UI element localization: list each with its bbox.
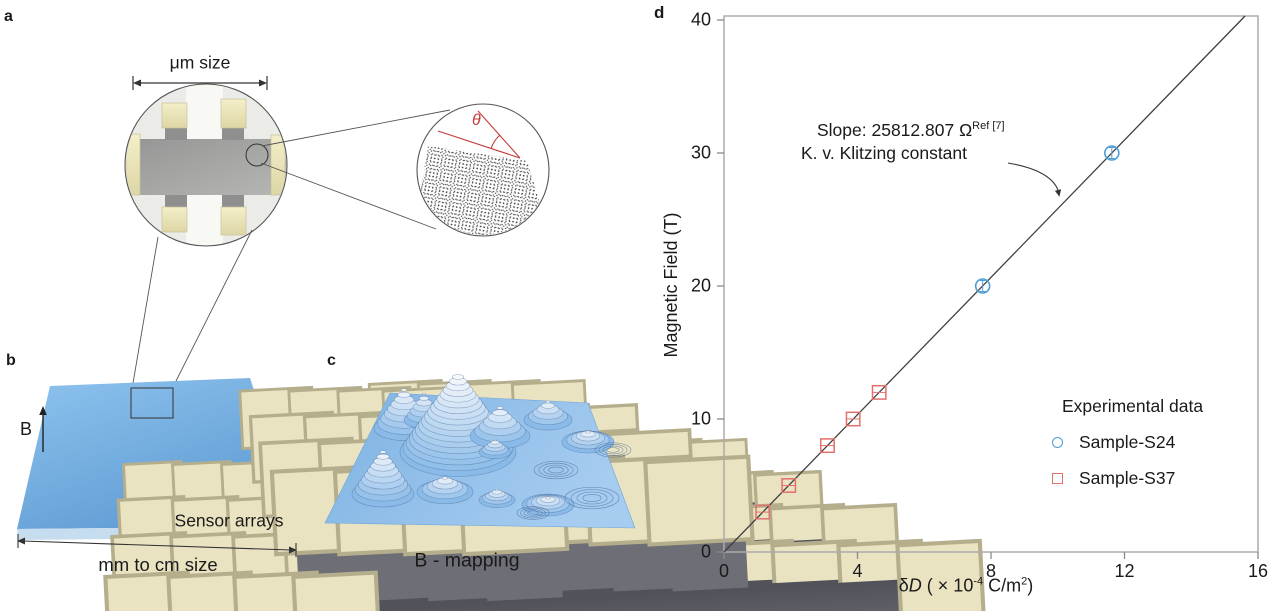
data-point-sample-s37 [871, 384, 887, 400]
y-tick-label: 30 [690, 142, 711, 163]
hall-bar-channel [126, 139, 286, 195]
legend-title: Experimental data [1062, 396, 1204, 416]
panel-b-label: b [6, 352, 16, 369]
legend-item-label: Sample-S37 [1079, 467, 1176, 488]
data-point-sample-s24 [1104, 145, 1120, 161]
panel-d-chart [717, 15, 1259, 559]
data-point-sample-s37 [781, 478, 797, 493]
slope-annotation: Slope: 25812.807 ΩRef [7] K. v. Klitzing… [801, 119, 1005, 163]
zoom-region-circle [245, 143, 269, 167]
b-field-label: B [20, 419, 33, 439]
y-tick-label: 40 [690, 9, 711, 30]
legend-item: Sample-S37 [1052, 467, 1203, 489]
data-point-sample-s37 [820, 438, 835, 454]
fit-line [723, 15, 1246, 553]
highlighted-sensor-outline [130, 387, 174, 419]
data-point-sample-s37 [845, 411, 861, 427]
data-point-sample-s37 [755, 504, 771, 520]
sensor-arrays-label: Sensor arrays [174, 510, 284, 531]
panel-d-label: d [654, 3, 665, 22]
panel-a-device-illustration [124, 76, 550, 247]
um-size-label: μm size [169, 52, 231, 73]
b-mapping-caption: B - mapping [414, 549, 520, 572]
x-tick-label: 0 [718, 561, 730, 581]
y-tick-label: 10 [690, 408, 711, 429]
y-tick-label: 20 [690, 275, 711, 296]
legend-marker-square [1052, 472, 1063, 484]
legend-item-label: Sample-S24 [1079, 431, 1176, 452]
annotation-arrow [1007, 162, 1062, 197]
panel-c-b-mapping-illustration [324, 374, 636, 529]
twist-angle-label: θ [472, 112, 481, 129]
panel-b-sensor-array-illustration [17, 372, 994, 611]
y-tick-label: 0 [700, 541, 711, 562]
b-field-arrow [39, 406, 47, 452]
moire-lattice [418, 146, 548, 235]
x-tick-label: 4 [852, 561, 863, 581]
twist-angle-annotation [437, 110, 521, 159]
x-axis-label: δD ( × 10-4 C/m2) [898, 575, 1034, 596]
legend-marker-circle [1052, 436, 1063, 448]
panel-a-label: a [4, 8, 13, 25]
chart-legend: Experimental data Sample-S24 Sample-S37 [1052, 396, 1203, 489]
panel-c-label: c [327, 352, 336, 369]
legend-item: Sample-S24 [1052, 431, 1203, 453]
x-tick-label: 12 [1114, 561, 1135, 581]
x-tick-label: 16 [1247, 561, 1269, 581]
x-tick-label: 8 [985, 561, 997, 581]
board-size-label: mm to cm size [98, 553, 218, 575]
panel-connector-lines [131, 109, 451, 390]
y-axis-label: Magnetic Field (T) [661, 212, 682, 358]
data-point-sample-s24 [974, 278, 991, 294]
